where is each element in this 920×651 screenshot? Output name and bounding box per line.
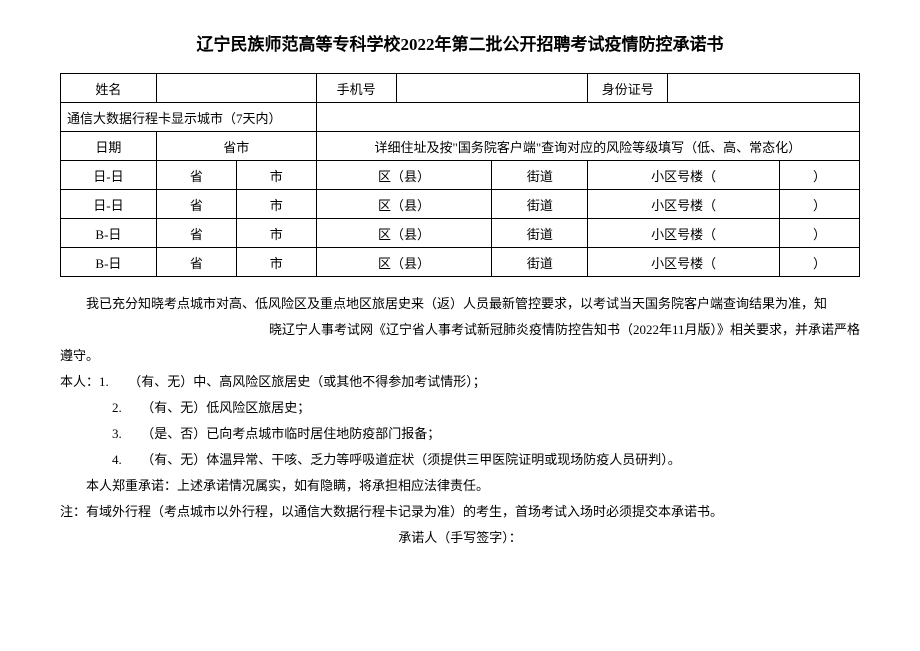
prov-cell[interactable]: 省: [156, 161, 236, 190]
district-cell[interactable]: 区（县）: [316, 161, 492, 190]
table-row: B-日 省 市 区（县） 街道 小区号楼（ ）: [61, 219, 860, 248]
city-cell[interactable]: 市: [236, 190, 316, 219]
name-value[interactable]: [156, 74, 316, 103]
province-header: 省市: [156, 132, 316, 161]
date-cell[interactable]: B-日: [61, 219, 157, 248]
paragraph: 我已充分知晓考点城市对高、低风险区及重点地区旅居史来（返）人员最新管控要求，以考…: [60, 291, 860, 317]
body-text: 我已充分知晓考点城市对高、低风险区及重点地区旅居史来（返）人员最新管控要求，以考…: [60, 291, 860, 551]
table-row: 通信大数据行程卡显示城市（7天内）: [61, 103, 860, 132]
city-cell[interactable]: 市: [236, 248, 316, 277]
street-cell[interactable]: 街道: [492, 248, 588, 277]
area-cell[interactable]: 小区号楼（: [588, 161, 780, 190]
id-value[interactable]: [668, 74, 860, 103]
commitment-list: 2. （有、无）低风险区旅居史； 3. （是、否）已向考点城市临时居住地防疫部门…: [60, 395, 860, 473]
area-cell[interactable]: 小区号楼（: [588, 219, 780, 248]
close-cell[interactable]: ）: [780, 161, 860, 190]
close-cell[interactable]: ）: [780, 190, 860, 219]
close-cell[interactable]: ）: [780, 219, 860, 248]
name-label: 姓名: [61, 74, 157, 103]
prov-cell[interactable]: 省: [156, 248, 236, 277]
table-row: 姓名 手机号 身份证号: [61, 74, 860, 103]
itinerary-value[interactable]: [316, 103, 859, 132]
prov-cell[interactable]: 省: [156, 219, 236, 248]
page-title: 辽宁民族师范高等专科学校2022年第二批公开招聘考试疫情防控承诺书: [60, 30, 860, 55]
date-cell[interactable]: 日-日: [61, 161, 157, 190]
street-cell[interactable]: 街道: [492, 161, 588, 190]
detail-header: 详细住址及按"国务院客户端"查询对应的风险等级填写（低、高、常态化）: [316, 132, 859, 161]
list-item: 3. （是、否）已向考点城市临时居住地防疫部门报备；: [86, 421, 860, 447]
district-cell[interactable]: 区（县）: [316, 248, 492, 277]
district-cell[interactable]: 区（县）: [316, 219, 492, 248]
paragraph-note: 注：有域外行程（考点城市以外行程，以通信大数据行程卡记录为准）的考生，首场考试入…: [60, 499, 860, 525]
table-row: 日-日 省 市 区（县） 街道 小区号楼（ ）: [61, 161, 860, 190]
prov-cell[interactable]: 省: [156, 190, 236, 219]
itinerary-label: 通信大数据行程卡显示城市（7天内）: [61, 103, 317, 132]
id-label: 身份证号: [588, 74, 668, 103]
list-item: 2. （有、无）低风险区旅居史；: [86, 395, 860, 421]
close-cell[interactable]: ）: [780, 248, 860, 277]
list-item: 4. （有、无）体温异常、干咳、乏力等呼吸道症状（须提供三甲医院证明或现场防疫人…: [86, 447, 860, 473]
street-cell[interactable]: 街道: [492, 190, 588, 219]
area-cell[interactable]: 小区号楼（: [588, 248, 780, 277]
date-cell[interactable]: 日-日: [61, 190, 157, 219]
paragraph: 晓辽宁人事考试网《辽宁省人事考试新冠肺炎疫情防控告知书（2022年11月版）》相…: [60, 317, 860, 343]
paragraph: 本人郑重承诺：上述承诺情况属实，如有隐瞒，将承担相应法律责任。: [60, 473, 860, 499]
city-cell[interactable]: 市: [236, 219, 316, 248]
phone-value[interactable]: [396, 74, 588, 103]
table-row: B-日 省 市 区（县） 街道 小区号楼（ ）: [61, 248, 860, 277]
street-cell[interactable]: 街道: [492, 219, 588, 248]
form-table: 姓名 手机号 身份证号 通信大数据行程卡显示城市（7天内） 日期 省市 详细住址…: [60, 73, 860, 277]
district-cell[interactable]: 区（县）: [316, 190, 492, 219]
city-cell[interactable]: 市: [236, 161, 316, 190]
date-cell[interactable]: B-日: [61, 248, 157, 277]
list-intro: 本人：1. （有、无）中、高风险区旅居史（或其他不得参加考试情形）；: [60, 369, 860, 395]
signature-line: 承诺人（手写签字）：: [60, 525, 860, 551]
paragraph: 遵守。: [60, 343, 860, 369]
area-cell[interactable]: 小区号楼（: [588, 190, 780, 219]
table-row: 日期 省市 详细住址及按"国务院客户端"查询对应的风险等级填写（低、高、常态化）: [61, 132, 860, 161]
phone-label: 手机号: [316, 74, 396, 103]
date-header: 日期: [61, 132, 157, 161]
table-row: 日-日 省 市 区（县） 街道 小区号楼（ ）: [61, 190, 860, 219]
